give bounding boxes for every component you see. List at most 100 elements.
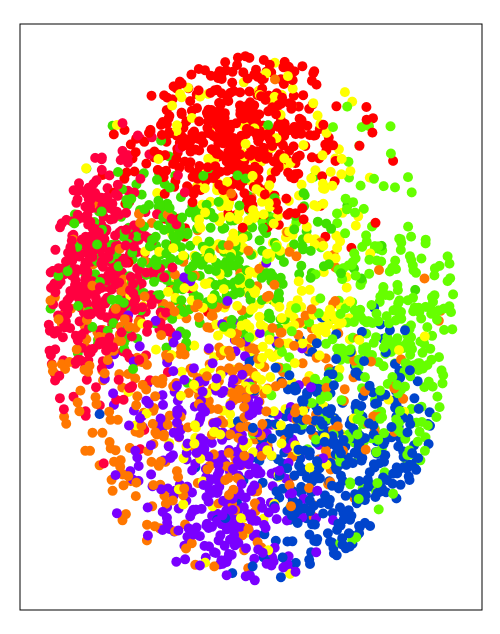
- data-point-series-0: [202, 162, 213, 173]
- data-point-series-7: [338, 514, 349, 525]
- data-point-series-2: [309, 200, 320, 211]
- data-point-series-5: [261, 558, 272, 569]
- data-point-series-4: [118, 480, 129, 491]
- data-point-series-3: [113, 167, 123, 177]
- data-point-series-2: [168, 243, 179, 254]
- data-point-series-0: [243, 150, 254, 160]
- data-point-series-1: [172, 170, 183, 181]
- data-point-series-5: [221, 570, 232, 581]
- data-point-series-1: [72, 194, 83, 205]
- data-point-series-4: [239, 450, 250, 461]
- data-point-series-5: [257, 502, 268, 513]
- data-point-series-3: [219, 223, 230, 234]
- data-point-series-5: [171, 556, 182, 567]
- data-point-series-0: [218, 130, 229, 141]
- data-point-series-2: [394, 345, 404, 356]
- data-point-series-7: [282, 463, 293, 474]
- data-point-series-1: [72, 209, 83, 220]
- data-point-series-4: [173, 472, 184, 483]
- data-point-series-3: [305, 245, 316, 256]
- data-point-series-3: [128, 364, 139, 374]
- data-point-series-3: [132, 231, 142, 242]
- data-point-series-6: [335, 308, 346, 319]
- data-point-series-4: [286, 501, 296, 512]
- data-point-series-0: [211, 146, 222, 157]
- data-point-series-3: [222, 267, 233, 278]
- data-point-series-1: [105, 197, 116, 208]
- data-point-series-5: [244, 410, 255, 421]
- data-point-series-1: [129, 297, 139, 308]
- data-point-series-6: [286, 326, 297, 337]
- data-point-series-2: [232, 300, 243, 311]
- data-point-series-5: [232, 455, 243, 466]
- data-point-series-4: [270, 74, 280, 85]
- data-point-series-3: [225, 252, 236, 262]
- data-point-series-7: [404, 365, 415, 376]
- data-point-series-3: [263, 120, 274, 131]
- data-point-series-7: [349, 447, 360, 458]
- data-point-series-1: [54, 393, 65, 404]
- data-point-series-6: [392, 380, 403, 390]
- data-point-series-2: [345, 296, 356, 307]
- data-point-series-6: [364, 254, 375, 265]
- data-point-series-0: [239, 188, 250, 199]
- data-point-series-5: [237, 369, 248, 380]
- data-point-series-3: [137, 257, 147, 268]
- data-point-series-0: [184, 162, 195, 173]
- data-point-series-5: [223, 549, 234, 559]
- data-point-series-6: [350, 207, 360, 218]
- data-point-series-6: [348, 197, 359, 208]
- data-point-series-5: [270, 503, 280, 514]
- data-point-series-6: [392, 279, 403, 290]
- data-point-series-6: [416, 313, 427, 324]
- data-point-series-3: [144, 241, 155, 252]
- data-point-series-4: [130, 373, 141, 384]
- data-point-series-0: [277, 126, 288, 137]
- data-point-series-5: [229, 530, 240, 540]
- data-point-series-5: [224, 522, 235, 533]
- data-point-series-2: [298, 140, 309, 151]
- data-point-series-4: [156, 330, 167, 341]
- data-point-series-3: [153, 220, 164, 231]
- data-point-series-0: [209, 106, 220, 117]
- data-point-series-2: [330, 253, 341, 264]
- data-point-series-6: [417, 363, 428, 374]
- data-point-series-0: [296, 128, 307, 139]
- data-point-series-1: [100, 254, 111, 264]
- data-point-series-0: [251, 64, 261, 75]
- data-point-series-0: [171, 153, 182, 164]
- data-point-series-1: [134, 354, 145, 365]
- data-point-series-0: [287, 99, 297, 110]
- data-point-series-3: [277, 279, 288, 289]
- data-point-series-4: [284, 480, 295, 491]
- data-point-series-2: [81, 163, 92, 174]
- data-point-series-5: [111, 508, 122, 519]
- data-point-series-5: [142, 530, 153, 541]
- data-point-series-4: [239, 402, 250, 413]
- data-point-series-6: [385, 148, 396, 159]
- data-point-series-0: [290, 208, 301, 219]
- data-point-series-3: [151, 260, 162, 271]
- data-point-series-7: [338, 435, 349, 445]
- data-point-series-1: [98, 458, 109, 469]
- data-point-series-6: [388, 488, 399, 499]
- data-point-series-5: [206, 438, 217, 448]
- data-point-series-5: [143, 398, 154, 409]
- data-point-series-3: [168, 231, 179, 242]
- data-point-series-3: [187, 260, 198, 271]
- data-point-series-4: [110, 303, 121, 314]
- data-point-series-1: [121, 257, 131, 268]
- data-point-series-0: [361, 102, 372, 112]
- data-point-series-4: [157, 378, 167, 389]
- data-point-series-5: [207, 521, 217, 532]
- data-point-series-5: [146, 469, 157, 480]
- data-point-series-0: [161, 165, 172, 176]
- data-point-series-1: [65, 244, 76, 255]
- data-point-series-1: [115, 155, 126, 166]
- data-point-series-6: [375, 413, 386, 424]
- data-point-series-0: [289, 121, 300, 132]
- data-point-series-2: [163, 286, 173, 297]
- data-point-series-6: [244, 332, 255, 343]
- data-point-series-6: [336, 395, 347, 406]
- data-point-series-6: [407, 344, 417, 354]
